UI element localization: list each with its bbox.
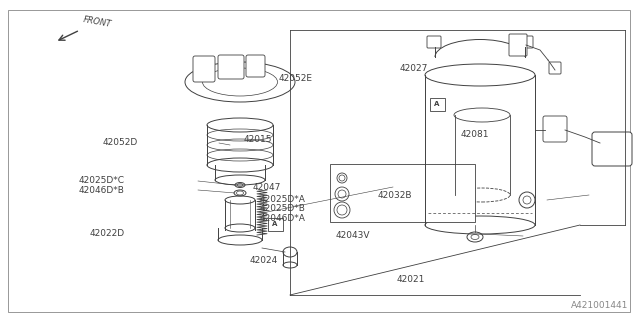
- Text: 42047: 42047: [253, 183, 281, 192]
- Text: 42043V: 42043V: [336, 231, 371, 240]
- FancyBboxPatch shape: [246, 55, 265, 77]
- FancyBboxPatch shape: [543, 116, 567, 142]
- Text: 42052D: 42052D: [102, 138, 138, 147]
- Text: 42046D*A: 42046D*A: [259, 214, 305, 223]
- FancyBboxPatch shape: [592, 132, 632, 166]
- Text: 42027: 42027: [400, 64, 428, 73]
- Text: FRONT: FRONT: [82, 15, 112, 29]
- FancyBboxPatch shape: [193, 56, 215, 82]
- FancyBboxPatch shape: [268, 218, 282, 230]
- Text: 42032B: 42032B: [378, 191, 412, 200]
- FancyBboxPatch shape: [519, 36, 533, 48]
- Text: 42025D*B: 42025D*B: [259, 204, 305, 213]
- Text: 42025D*A: 42025D*A: [259, 195, 305, 204]
- Text: A: A: [435, 101, 440, 107]
- FancyBboxPatch shape: [330, 164, 475, 222]
- Text: 42025D*C: 42025D*C: [79, 176, 125, 185]
- Text: 42021: 42021: [397, 276, 425, 284]
- Text: A: A: [272, 221, 278, 227]
- Text: 42024: 42024: [250, 256, 278, 265]
- FancyBboxPatch shape: [509, 34, 527, 56]
- Text: 42015: 42015: [243, 135, 272, 144]
- FancyBboxPatch shape: [549, 62, 561, 74]
- FancyBboxPatch shape: [218, 55, 244, 79]
- Text: 42022D: 42022D: [90, 229, 125, 238]
- Text: 42046D*B: 42046D*B: [79, 186, 125, 195]
- Text: A421001441: A421001441: [571, 301, 628, 310]
- Text: 42052E: 42052E: [278, 74, 312, 83]
- FancyBboxPatch shape: [429, 98, 445, 110]
- Text: 42081: 42081: [461, 130, 490, 139]
- FancyBboxPatch shape: [427, 36, 441, 48]
